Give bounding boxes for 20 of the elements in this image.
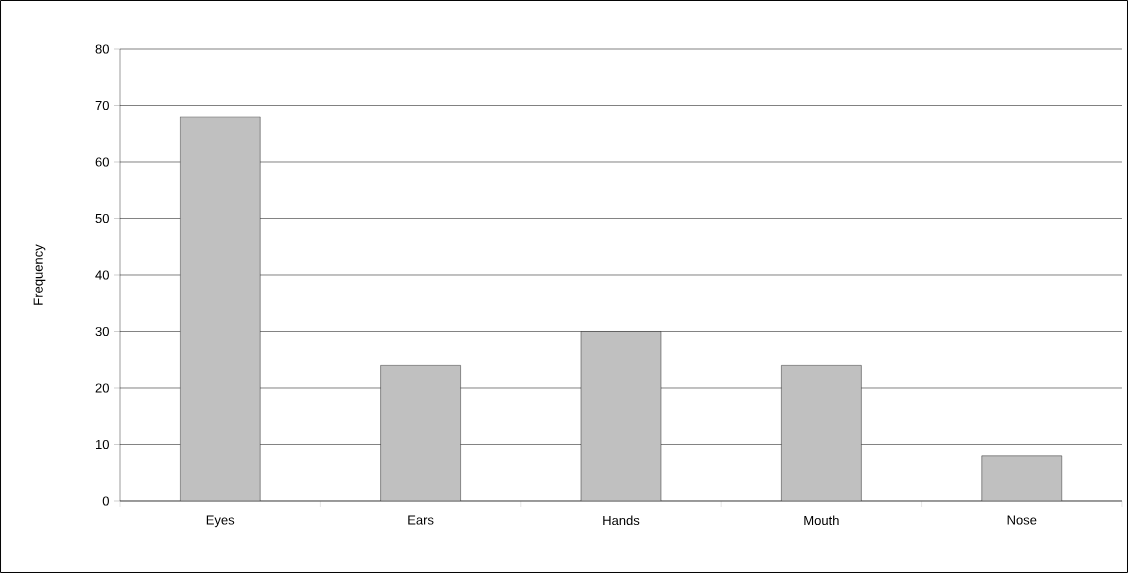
y-tick-label: 0 — [102, 496, 109, 506]
bar — [981, 455, 1062, 501]
bar — [380, 365, 461, 501]
y-axis-title: Frequency — [33, 244, 46, 305]
x-tick-label: Ears — [408, 515, 434, 525]
x-tick-label: Mouth — [804, 515, 839, 526]
y-tick-label: 10 — [96, 439, 109, 450]
x-tick-label: Nose — [1007, 515, 1037, 525]
y-tick-label: 50 — [95, 213, 109, 224]
y-tick-label: 20 — [95, 383, 109, 393]
bar — [580, 331, 662, 501]
y-tick-label: 30 — [95, 326, 109, 337]
y-tick-label: 70 — [95, 100, 109, 111]
bar — [781, 365, 862, 501]
y-tick-label: 60 — [95, 157, 109, 167]
x-tick-label: Eyes — [206, 515, 235, 528]
y-tick-label: 40 — [95, 270, 109, 280]
x-tick-label: Hands — [603, 515, 640, 526]
y-tick-label: 80 — [95, 44, 109, 54]
bar — [180, 116, 261, 501]
